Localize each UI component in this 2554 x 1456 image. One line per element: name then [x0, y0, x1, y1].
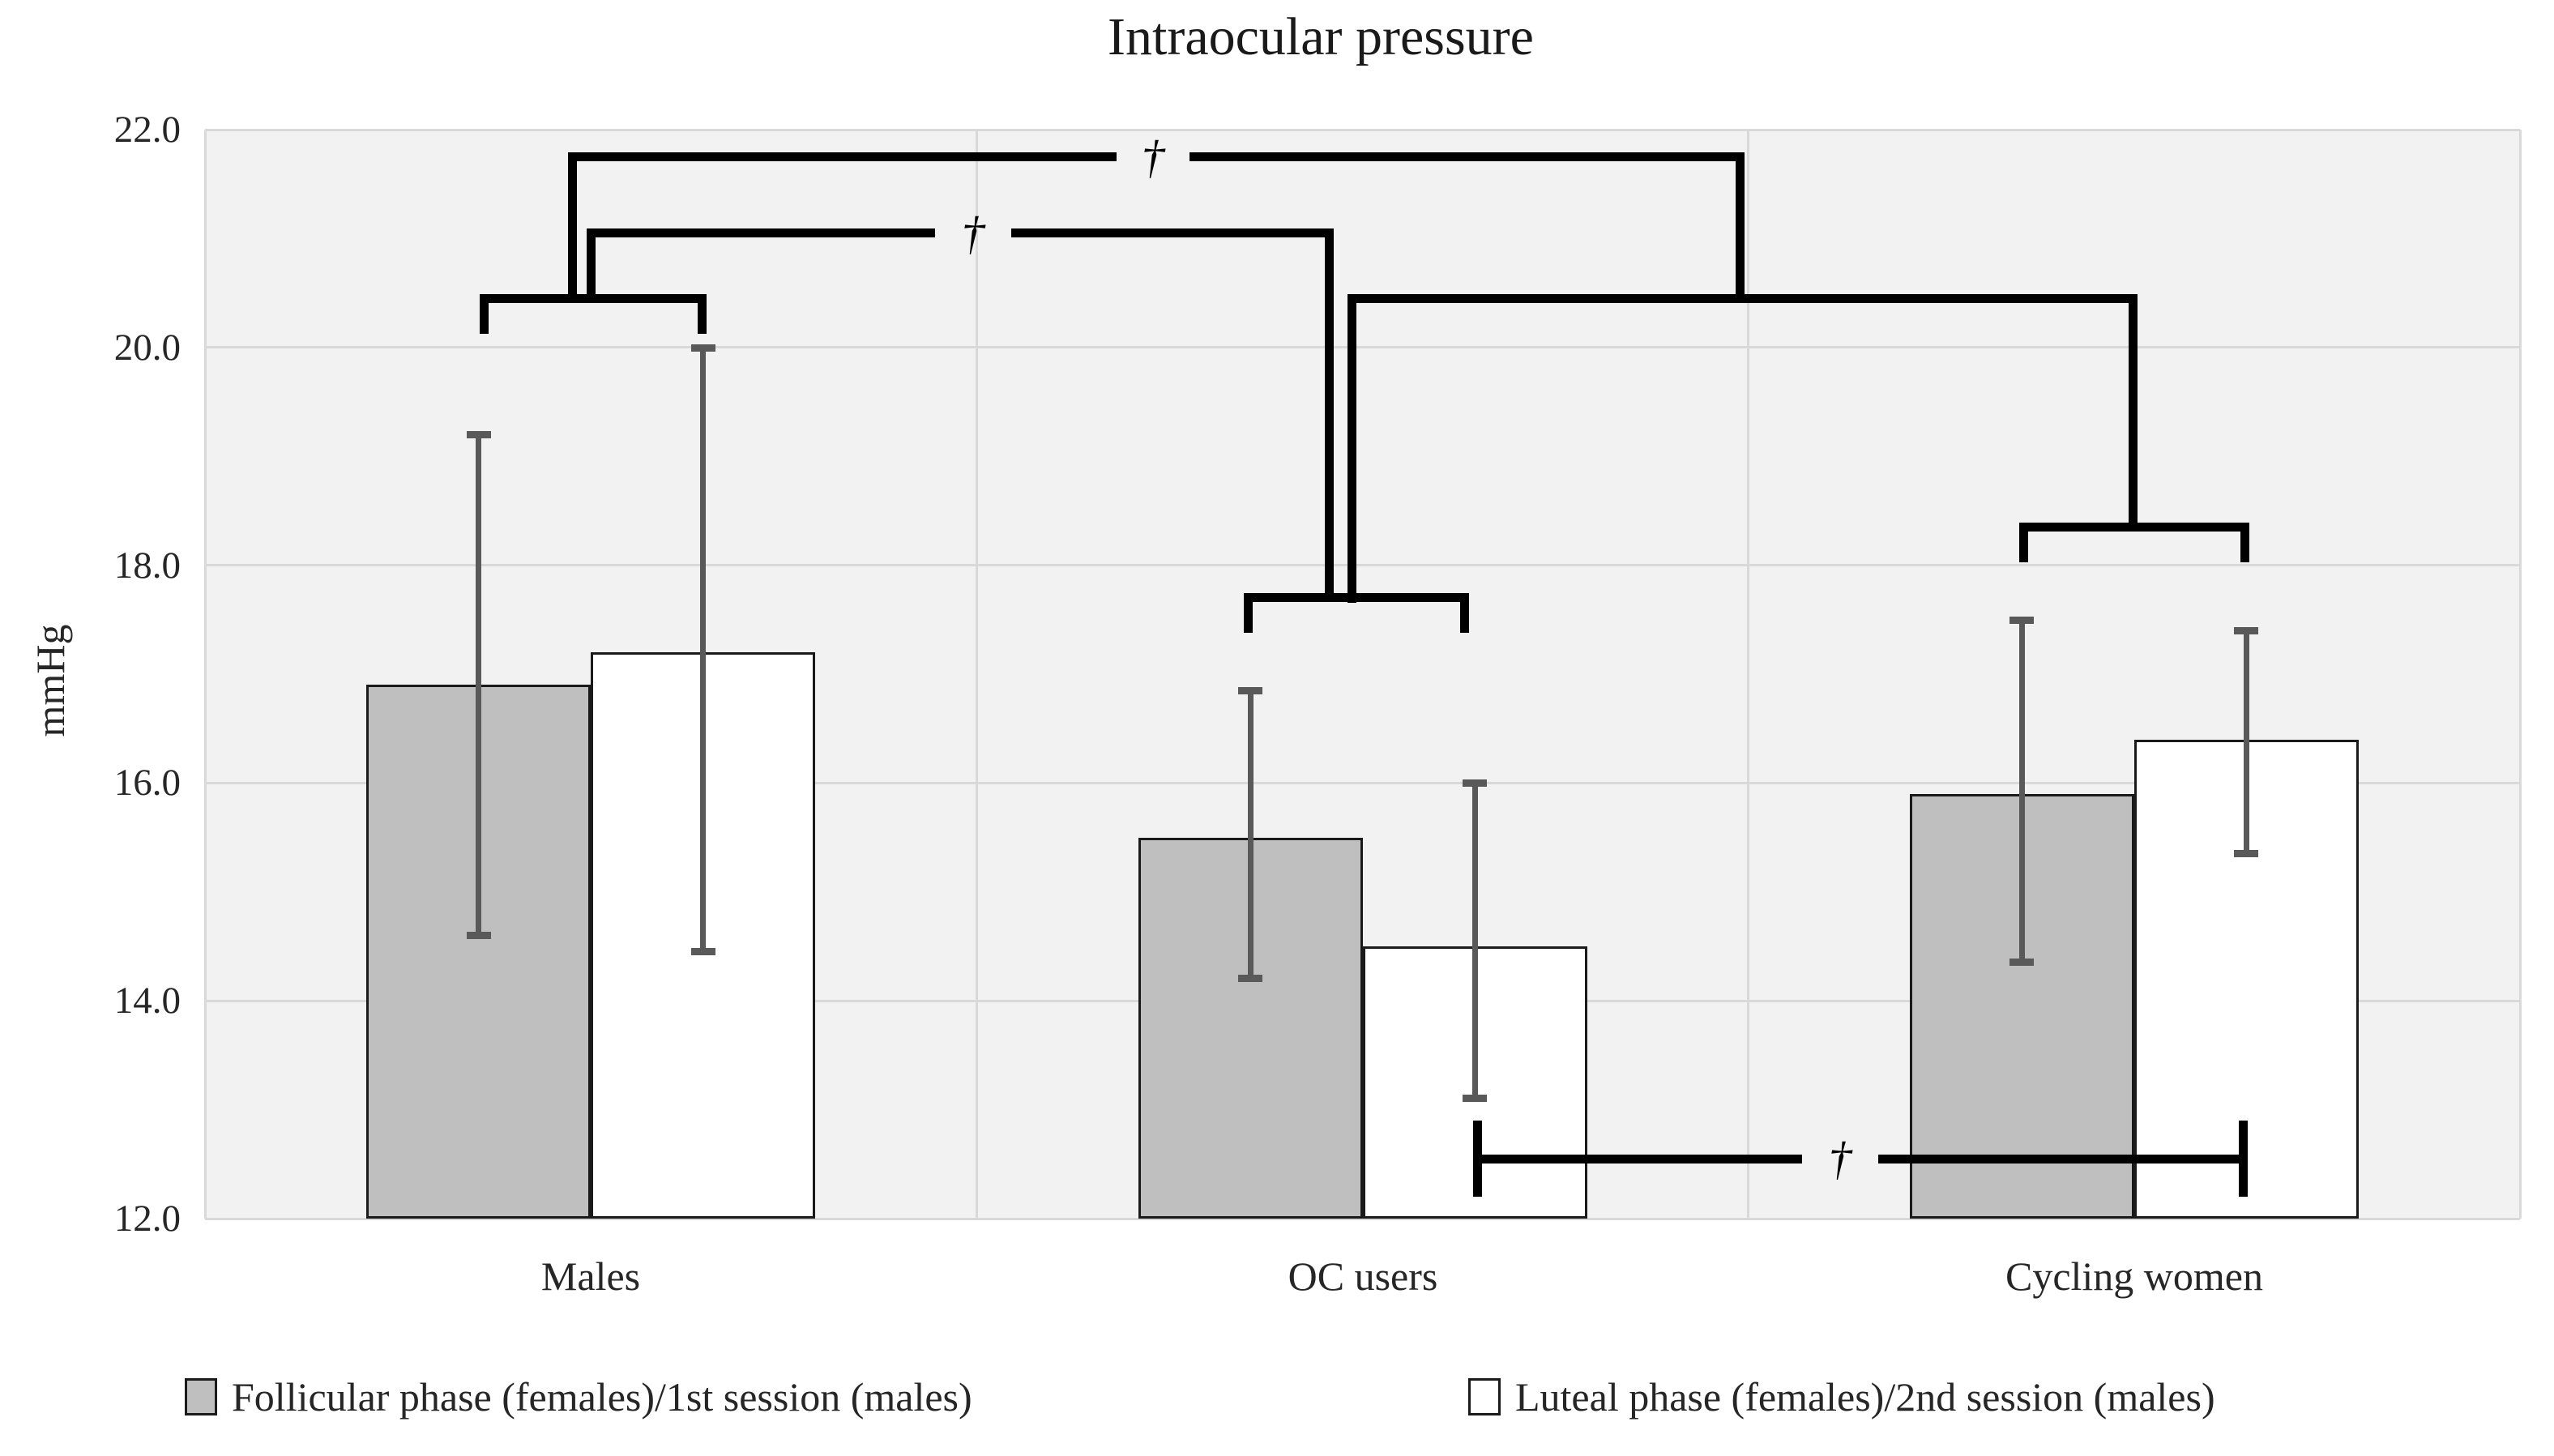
legend-swatch-luteal — [1468, 1378, 1501, 1415]
vertical-gridline — [2519, 130, 2522, 1219]
x-category-label: Cycling women — [2005, 1253, 2264, 1299]
sig-pair-bracket-tick — [698, 294, 707, 334]
sig-stem — [1347, 294, 1356, 603]
chart-title: Intraocular pressure — [1108, 7, 1534, 66]
y-tick-label: 18.0 — [113, 544, 181, 587]
horizontal-gridline — [205, 346, 2520, 348]
y-tick-label: 16.0 — [113, 762, 181, 804]
y-tick-label: 14.0 — [113, 980, 181, 1022]
horizontal-gridline — [205, 564, 2520, 566]
error-bar-line — [2244, 630, 2249, 854]
error-bar-cap-bottom — [467, 932, 491, 939]
error-bar-cap-top — [467, 431, 491, 438]
error-bar-line — [1472, 783, 1478, 1099]
sig-range-line — [1477, 1155, 1802, 1164]
error-bar-line — [476, 434, 481, 935]
legend-label-follicular: Follicular phase (females)/1st session (… — [232, 1374, 972, 1420]
legend-item-luteal: Luteal phase (females)/2nd session (male… — [1468, 1371, 2215, 1423]
error-bar-cap-top — [2234, 627, 2258, 634]
vertical-gridline — [976, 130, 978, 1219]
error-bar-cap-top — [1463, 779, 1487, 787]
sig-stem — [587, 228, 596, 303]
sig-connector-line — [591, 228, 935, 237]
vertical-gridline — [204, 130, 207, 1219]
horizontal-gridline — [205, 129, 2520, 131]
sig-stem — [1736, 152, 1745, 303]
error-bar-cap-top — [2009, 617, 2034, 624]
error-bar-line — [1248, 690, 1254, 979]
sig-pair-bracket-tick — [480, 294, 489, 334]
y-tick-label: 20.0 — [113, 327, 181, 369]
dagger-symbol: † — [1141, 130, 1165, 183]
error-bar-cap-bottom — [691, 948, 715, 955]
error-bar-cap-bottom — [1238, 975, 1262, 982]
sig-stem — [2129, 294, 2138, 532]
error-bar-cap-top — [1238, 687, 1262, 694]
error-bar-cap-top — [691, 344, 715, 352]
dagger-symbol: † — [961, 207, 985, 259]
horizontal-gridline — [205, 782, 2520, 784]
dagger-symbol: † — [1828, 1132, 1852, 1185]
sig-range-endbar — [1473, 1121, 1482, 1197]
sig-range-line — [1878, 1155, 2243, 1164]
sig-pair-bracket-tick — [1460, 593, 1469, 633]
x-category-label: OC users — [1288, 1253, 1438, 1299]
legend-swatch-follicular — [185, 1378, 217, 1415]
horizontal-gridline — [205, 1218, 2520, 1220]
sig-connector-line — [572, 152, 1117, 161]
error-bar-cap-bottom — [2234, 850, 2258, 857]
sig-pair-bracket-tick — [1244, 593, 1253, 633]
error-bar-cap-bottom — [2009, 959, 2034, 966]
sig-stem — [568, 152, 577, 303]
sig-range-endbar — [2239, 1121, 2248, 1197]
legend-label-luteal: Luteal phase (females)/2nd session (male… — [1515, 1374, 2215, 1420]
y-tick-label: 12.0 — [113, 1198, 181, 1240]
sig-stem — [1325, 228, 1334, 602]
y-tick-label: 22.0 — [113, 109, 181, 151]
sig-pair-bracket-tick — [2240, 523, 2249, 562]
error-bar-cap-bottom — [1463, 1095, 1487, 1102]
x-category-label: Males — [540, 1253, 641, 1299]
legend-item-follicular: Follicular phase (females)/1st session (… — [185, 1371, 972, 1423]
error-bar-line — [700, 348, 706, 952]
sig-connector-line — [1189, 152, 1740, 161]
y-axis-title: mmHg — [28, 624, 73, 737]
sig-connector-line — [1011, 228, 1329, 237]
sig-pair-bracket-tick — [2019, 523, 2028, 562]
error-bar-line — [2019, 620, 2025, 963]
vertical-gridline — [1747, 130, 1749, 1219]
